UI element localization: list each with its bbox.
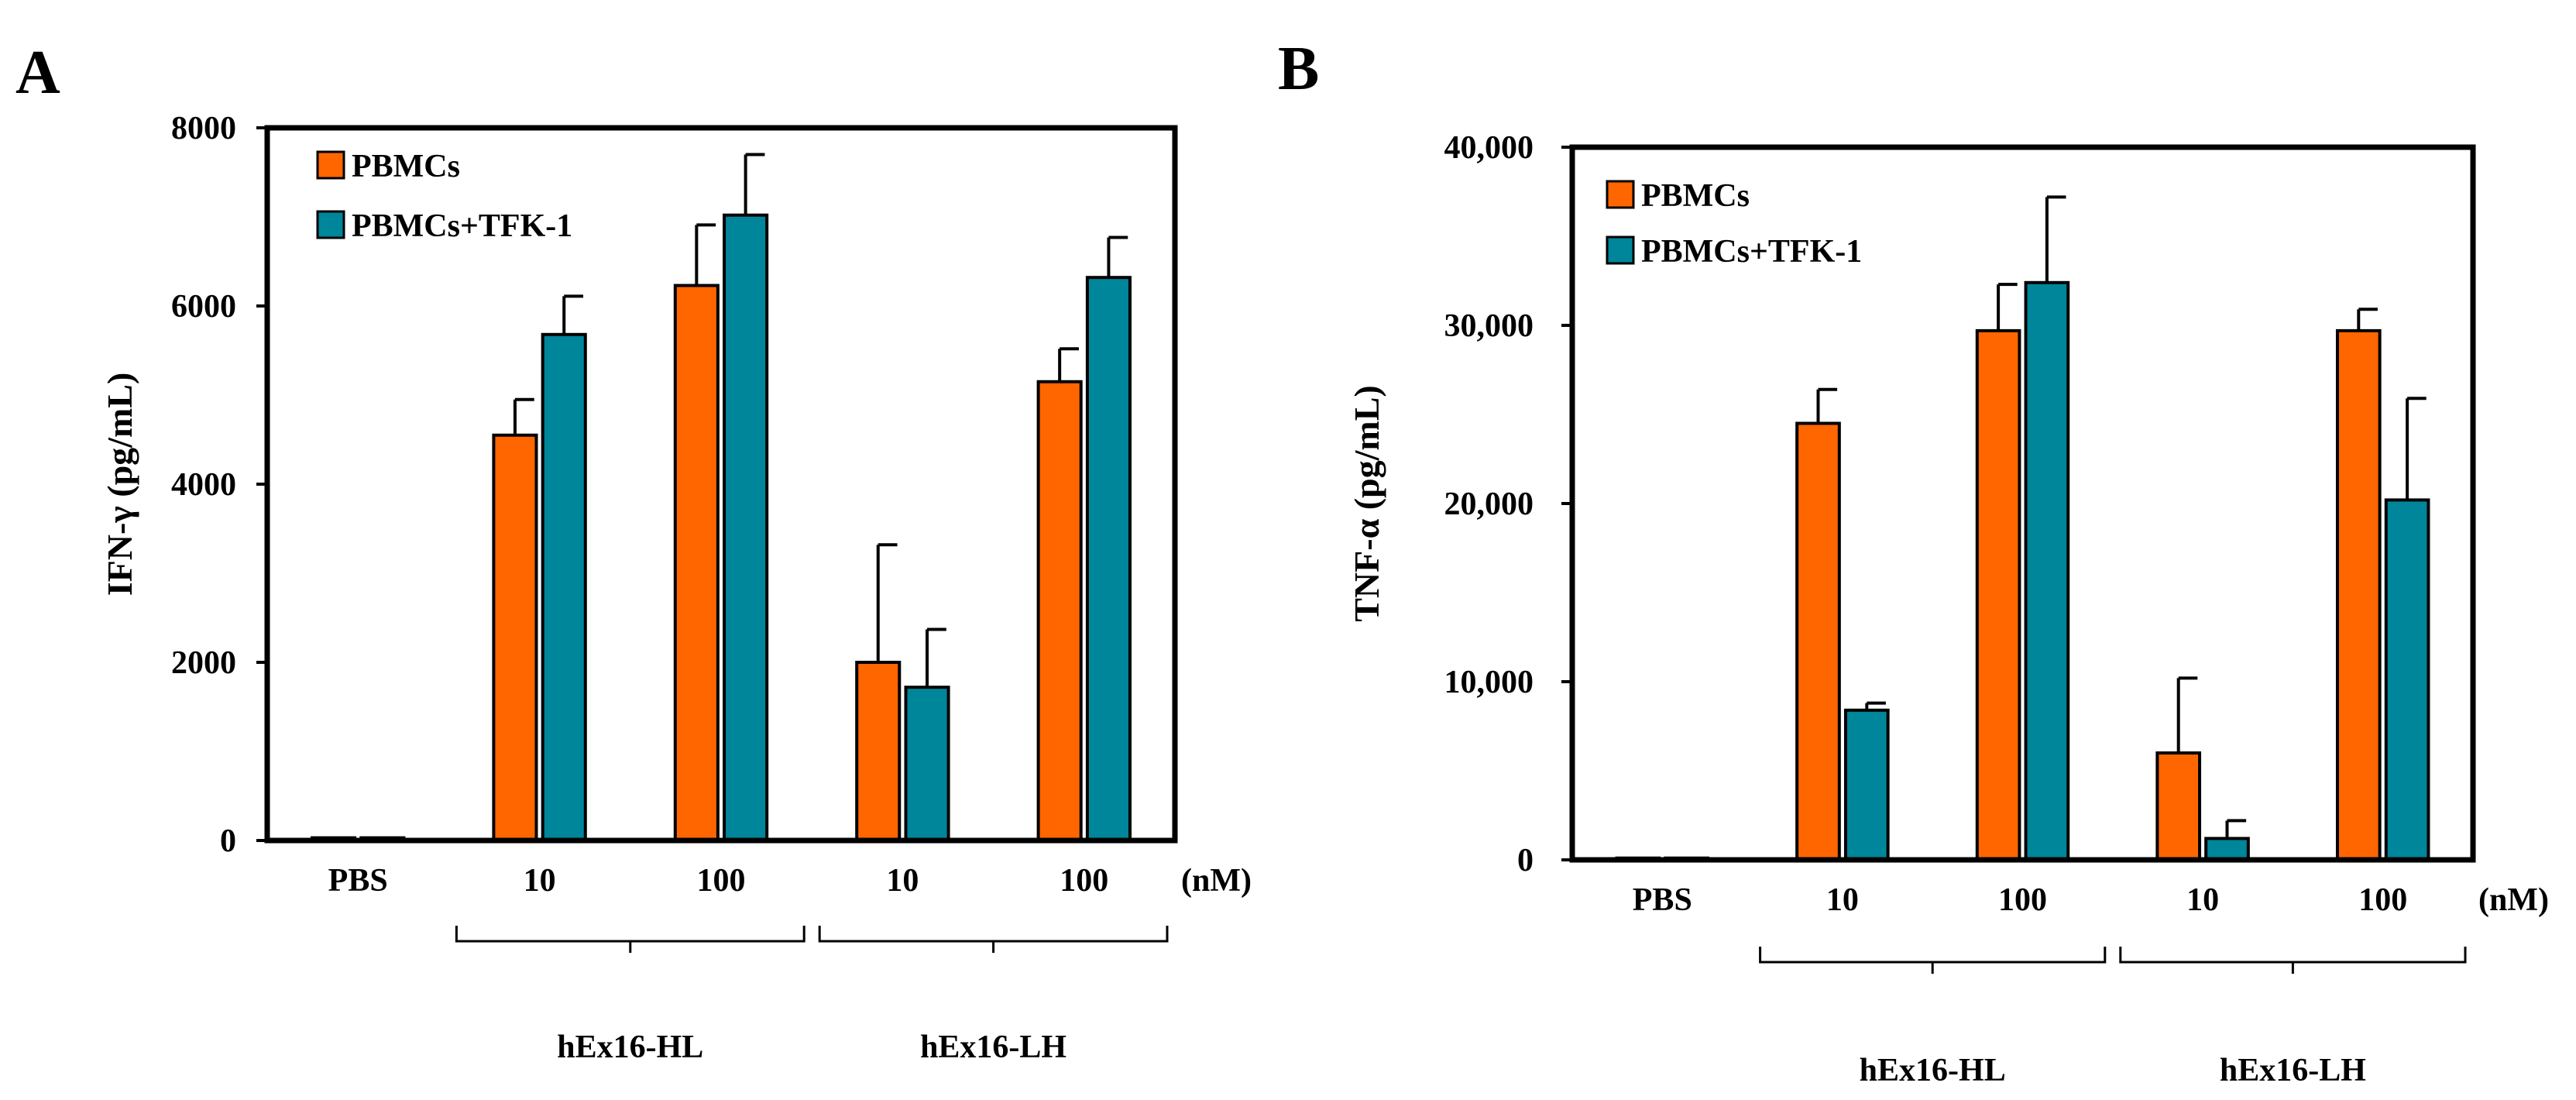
y-tick-label: 10,000 — [1444, 665, 1534, 700]
bar-pbmcs-tfk-1-4 — [2384, 498, 2430, 862]
legend-swatch — [1606, 180, 1635, 209]
panel-letter: A — [15, 39, 60, 107]
y-tick-label: 40,000 — [1444, 130, 1534, 166]
group-bracket — [455, 926, 805, 953]
chart-panel-a: A 0 2000 4000 6000 8000 IFN-γ (pg/mL) PBS 10 100 1… — [15, 39, 1252, 1065]
plot-frame — [264, 125, 1178, 844]
y-tick-label: 20,000 — [1444, 486, 1534, 522]
bar-pbmcs-tfk-1-3 — [904, 686, 950, 843]
legend-label: PBMCs — [1641, 178, 1750, 214]
bar-pbmcs-tfk-1-1 — [541, 332, 587, 842]
y-tick-label: 0 — [1517, 843, 1534, 878]
bar-pbmcs-1 — [1795, 421, 1841, 861]
chart-panel-b: B 0 10,000 20,000 30,000 40,000 TNF-α (pg/mL) P… — [1278, 35, 2549, 1088]
x-tick-label: 10 — [886, 863, 919, 899]
x-tick-label: 10 — [2186, 882, 2219, 918]
y-tick-label: 30,000 — [1444, 308, 1534, 344]
bar-pbmcs-tfk-1-4 — [1085, 276, 1132, 842]
bar-pbmcs-3 — [855, 661, 902, 842]
y-axis-label: IFN-γ (pg/mL) — [100, 373, 139, 596]
y-tick-label: 0 — [220, 823, 236, 859]
bar-pbmcs-2 — [673, 284, 720, 842]
y-tick-label: 2000 — [171, 645, 236, 681]
legend-label: PBMCs+TFK-1 — [1641, 234, 1862, 270]
x-tick-label: 100 — [697, 863, 746, 899]
legend-swatch — [1606, 235, 1635, 265]
x-tick-label: PBS — [1633, 882, 1692, 918]
x-tick-label: 100 — [2358, 882, 2407, 918]
bar-pbmcs-4 — [2335, 328, 2382, 861]
group-label: hEx16-LH — [2220, 1053, 2366, 1088]
bar-pbmcs-tfk-1-1 — [1843, 708, 1890, 861]
group-bracket — [818, 926, 1169, 953]
x-tick-label: 10 — [1826, 882, 1859, 918]
bar-pbmcs-tfk-1-2 — [723, 213, 769, 842]
legend-swatch — [316, 150, 345, 180]
x-tick-label: PBS — [328, 863, 388, 899]
x-tick-label: 100 — [1998, 882, 2047, 918]
x-tick-label: 10 — [524, 863, 556, 899]
plot-frame — [1569, 144, 2476, 863]
bar-pbmcs-2 — [1975, 328, 2021, 861]
x-tick-label: 100 — [1060, 863, 1108, 899]
unit-label: (nM) — [1181, 863, 1252, 899]
panel-letter: B — [1278, 35, 1319, 103]
unit-label: (nM) — [2478, 882, 2549, 918]
legend-label: PBMCs — [352, 149, 460, 184]
y-axis-label: TNF-α (pg/mL) — [1347, 385, 1386, 622]
y-tick-label: 6000 — [171, 289, 236, 325]
y-tick-label: 4000 — [171, 467, 236, 503]
y-tick-label: 8000 — [171, 111, 236, 146]
group-label: hEx16-LH — [920, 1030, 1066, 1065]
group-label: hEx16-HL — [557, 1030, 703, 1065]
bar-pbmcs-1 — [492, 433, 538, 842]
legend-swatch — [316, 210, 345, 239]
bar-pbmcs-tfk-1-2 — [2024, 280, 2070, 861]
bar-pbmcs-tfk-1-3 — [2204, 837, 2250, 862]
bar-pbmcs-4 — [1036, 380, 1083, 842]
group-label: hEx16-HL — [1860, 1053, 2006, 1088]
group-bracket — [2119, 947, 2467, 974]
group-bracket — [1759, 947, 2107, 974]
bar-pbmcs-3 — [2155, 751, 2202, 861]
legend-label: PBMCs+TFK-1 — [352, 208, 572, 244]
